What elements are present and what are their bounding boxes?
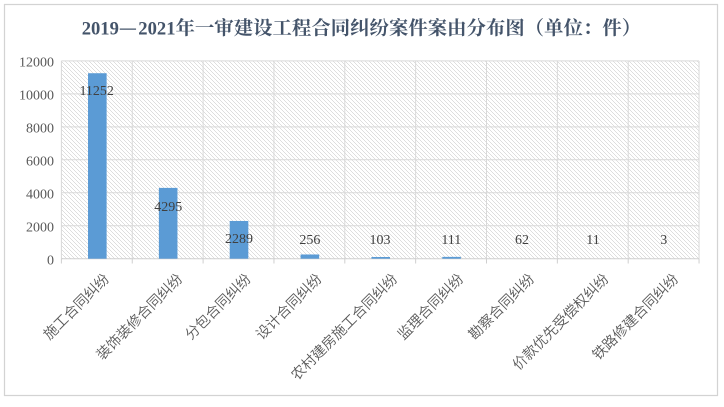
svg-text:12000: 12000 [19,56,54,71]
svg-text:0: 0 [47,253,54,268]
svg-text:10000: 10000 [19,89,54,104]
svg-text:3: 3 [660,233,667,248]
svg-text:2000: 2000 [26,221,54,236]
svg-text:256: 256 [299,233,320,248]
svg-text:11252: 11252 [79,84,113,99]
svg-text:2289: 2289 [225,232,253,247]
svg-text:2019: 2019 [82,19,119,40]
svg-text:2021: 2021 [138,19,175,40]
svg-text:11: 11 [586,233,599,248]
svg-text:8000: 8000 [26,122,54,137]
svg-text:4000: 4000 [26,188,54,203]
svg-text:4295: 4295 [154,200,182,215]
svg-text:6000: 6000 [26,155,54,170]
svg-text:111: 111 [441,233,461,248]
svg-text:62: 62 [515,233,529,248]
svg-text:103: 103 [370,233,391,248]
